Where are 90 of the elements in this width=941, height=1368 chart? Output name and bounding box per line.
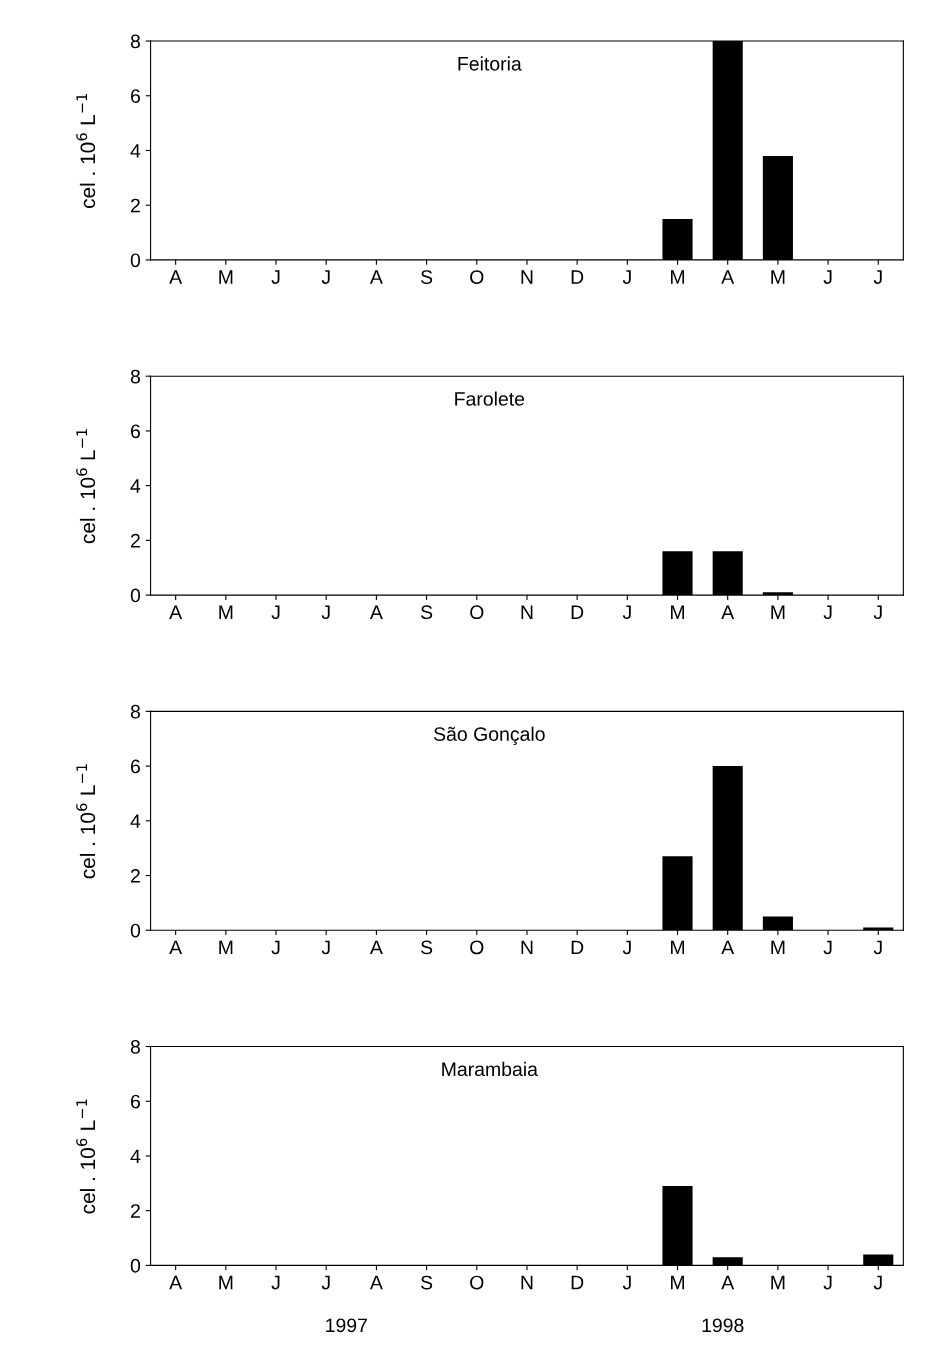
x-tick-label: A <box>169 940 183 955</box>
x-tick-label: A <box>721 270 735 284</box>
y-axis-title: cel . 10$^{6}$ L$^{−1}$ <box>76 93 96 209</box>
y-axis-title: cel . 10$^{6}$ L$^{−1}$ <box>76 429 96 544</box>
y-tick-label: 2 <box>131 533 140 548</box>
text: 1998 <box>702 1318 744 1333</box>
x-tick-label: O <box>470 270 484 284</box>
x-tick-label: J <box>823 605 832 620</box>
y-tick-label: 2 <box>131 1204 140 1218</box>
x-tick-label: J <box>823 270 832 284</box>
y-axis-title: cel . 10$^{6}$ L$^{−1}$ <box>76 1099 96 1214</box>
x-tick-label: A <box>721 605 735 619</box>
x-tick-label: D <box>571 1275 584 1290</box>
x-tick-label: M <box>771 1275 785 1290</box>
x-tick-label: M <box>671 940 685 955</box>
x-tick-label: O <box>470 605 484 620</box>
x-tick-label: J <box>321 940 330 955</box>
x-tick-label: M <box>219 605 233 619</box>
y-tick-label: 4 <box>130 814 141 828</box>
y-tick-label: 0 <box>130 588 141 603</box>
x-tick-label: N <box>521 270 533 284</box>
x-tick-label: N <box>521 1275 533 1290</box>
y-tick-label: 4 <box>130 1149 141 1164</box>
x-tick-label: J <box>271 605 280 620</box>
x-tick-label: N <box>521 605 533 619</box>
x-tick-label: J <box>823 1275 832 1290</box>
x-tick-label: S <box>420 940 433 955</box>
y-tick-label: 8 <box>130 1039 140 1054</box>
y-tick-label: 8 <box>130 704 140 719</box>
x-tick-label: J <box>873 270 882 284</box>
y-tick-label: 8 <box>130 369 140 384</box>
text: Feitoria <box>458 56 522 71</box>
x-tick-label: J <box>622 605 631 620</box>
x-tick-label: D <box>571 940 584 955</box>
x-tick-label: J <box>622 940 631 955</box>
y-tick-label: 2 <box>131 198 140 213</box>
x-tick-label: M <box>771 605 785 619</box>
y-tick-label: 0 <box>130 253 141 268</box>
x-tick-label: J <box>823 940 832 955</box>
x-tick-label: J <box>321 1275 330 1290</box>
x-tick-label: M <box>671 270 685 284</box>
y-tick-label: 6 <box>131 759 140 774</box>
x-tick-label: D <box>571 270 584 284</box>
x-tick-label: M <box>771 940 785 955</box>
x-tick-label: A <box>369 1275 383 1290</box>
x-tick-label: S <box>420 605 433 620</box>
x-tick-label: J <box>321 270 330 284</box>
x-tick-label: J <box>873 1275 882 1290</box>
x-tick-label: O <box>470 1275 484 1290</box>
x-tick-label: A <box>169 270 183 284</box>
y-axis-title: cel . 10$^{6}$ L$^{−1}$ <box>76 764 96 879</box>
x-tick-label: J <box>321 605 330 620</box>
x-tick-label: A <box>721 1275 735 1290</box>
text: Farolete <box>455 391 525 406</box>
y-tick-label: 8 <box>130 34 140 49</box>
x-tick-label: J <box>622 270 631 284</box>
x-tick-label: S <box>420 270 433 284</box>
x-tick-label: M <box>219 270 233 284</box>
y-tick-label: 4 <box>130 479 141 493</box>
text: Marambaia <box>442 1061 538 1077</box>
x-tick-label: A <box>369 940 383 955</box>
x-tick-label: J <box>271 1275 280 1290</box>
x-tick-label: A <box>169 1275 183 1290</box>
x-tick-label: J <box>873 940 882 955</box>
x-tick-label: S <box>420 1275 433 1290</box>
x-tick-label: M <box>671 605 685 619</box>
y-tick-label: 6 <box>131 1094 140 1109</box>
x-tick-label: D <box>571 605 584 619</box>
text: 1997 <box>326 1318 367 1333</box>
x-tick-label: M <box>219 940 233 955</box>
x-tick-label: J <box>271 940 280 955</box>
x-tick-label: J <box>271 270 280 284</box>
x-tick-label: M <box>771 270 785 284</box>
y-tick-label: 6 <box>131 89 140 103</box>
y-tick-label: 0 <box>130 1258 141 1273</box>
x-tick-label: O <box>470 940 484 955</box>
x-tick-label: N <box>521 940 533 955</box>
y-tick-label: 6 <box>131 424 140 439</box>
x-tick-label: A <box>369 270 383 284</box>
x-tick-label: A <box>721 940 735 955</box>
x-tick-label: M <box>671 1275 685 1290</box>
x-tick-label: M <box>219 1275 233 1290</box>
y-tick-label: 2 <box>131 868 140 883</box>
y-tick-label: 4 <box>130 144 141 158</box>
text: São Gonçalo <box>434 726 545 745</box>
x-tick-label: A <box>369 605 383 619</box>
x-tick-label: J <box>873 605 882 620</box>
x-tick-label: A <box>169 605 183 619</box>
x-tick-label: J <box>622 1275 631 1290</box>
y-tick-label: 0 <box>130 923 141 938</box>
